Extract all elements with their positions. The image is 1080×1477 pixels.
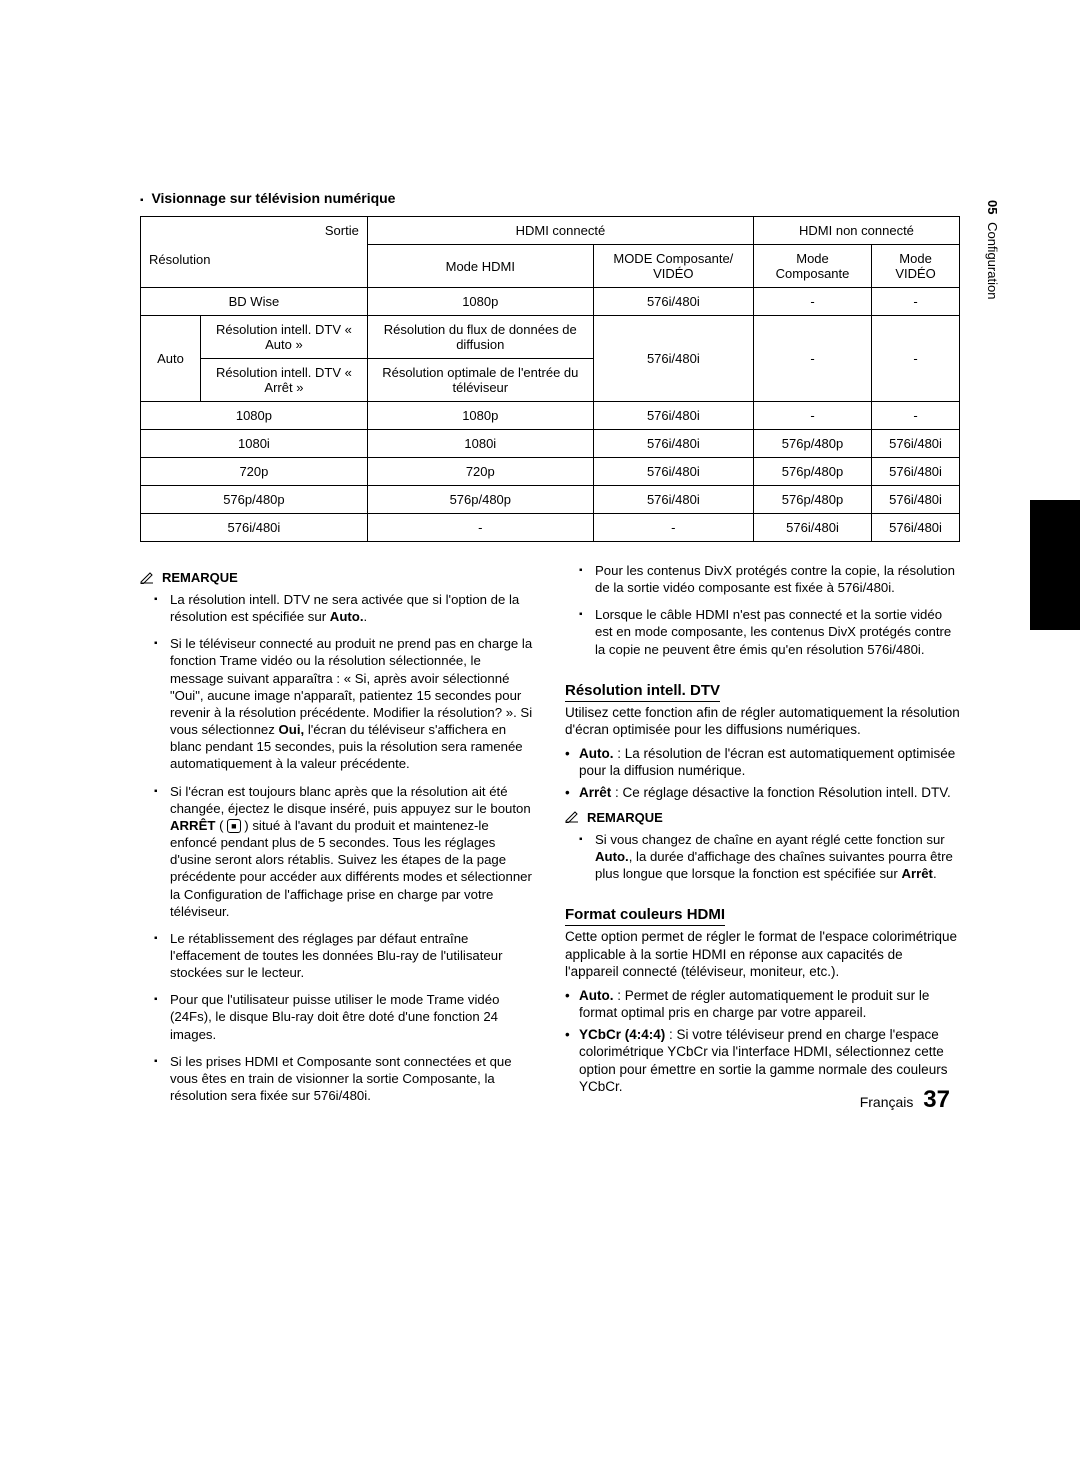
right-top-notes-list: Pour les contenus DivX protégés contre l… [565, 562, 960, 658]
hdmi-intro: Cette option permet de régler le format … [565, 928, 960, 981]
th-hdmi-connected: HDMI connecté [367, 217, 753, 245]
th-mode-comp-video: MODE Composante/ VIDÉO [593, 245, 753, 288]
table-title-text: Visionnage sur télévision numérique [151, 190, 395, 206]
list-item: Lorsque le câble HDMI n'est pas connecté… [595, 606, 960, 657]
th-mode-hdmi: Mode HDMI [367, 245, 593, 288]
th-sortie: Sortie Résolution [141, 217, 368, 288]
dtv-options: Auto. : La résolution de l'écran est aut… [565, 745, 960, 802]
chapter-title: Configuration [985, 222, 1000, 299]
table-row: 720p 720p 576i/480i 576p/480p 576i/480i [141, 458, 960, 486]
dtv-note-list: Si vous changez de chaîne en ayant réglé… [565, 831, 960, 882]
table-row: 576p/480p 576p/480p 576i/480i 576p/480p … [141, 486, 960, 514]
table-row: 1080i 1080i 576i/480i 576p/480p 576i/480… [141, 430, 960, 458]
page: 05 Configuration ▪ Visionnage sur télévi… [0, 0, 1080, 1164]
page-number: 37 [923, 1086, 950, 1113]
list-item: Pour les contenus DivX protégés contre l… [595, 562, 960, 596]
stop-icon: ■ [227, 819, 240, 833]
list-item: Arrêt : Ce réglage désactive la fonction… [579, 784, 960, 802]
th-mode-comp: Mode Composante [753, 245, 871, 288]
list-item: Si vous changez de chaîne en ayant réglé… [595, 831, 960, 882]
table-title: ▪ Visionnage sur télévision numérique [140, 190, 960, 206]
remarque-heading: REMARQUE [565, 810, 960, 825]
th-hdmi-not-connected: HDMI non connecté [753, 217, 959, 245]
list-item: Si le téléviseur connecté au produit ne … [170, 635, 535, 772]
th-mode-video: Mode VIDÉO [872, 245, 960, 288]
chapter-tab: 05 Configuration [985, 200, 1000, 299]
bullet-icon: ▪ [140, 195, 144, 206]
list-item: Pour que l'utilisateur puisse utiliser l… [170, 991, 535, 1042]
chapter-number: 05 [985, 200, 1000, 214]
two-column-body: REMARQUE La résolution intell. DTV ne se… [140, 562, 960, 1114]
list-item: Si l'écran est toujours blanc après que … [170, 783, 535, 920]
list-item: Le rétablissement des réglages par défau… [170, 930, 535, 981]
dtv-intro: Utilisez cette fonction afin de régler a… [565, 704, 960, 739]
remarque-label-text: REMARQUE [162, 570, 238, 585]
list-item: Auto. : La résolution de l'écran est aut… [579, 745, 960, 780]
resolution-table: Sortie Résolution HDMI connecté HDMI non… [140, 216, 960, 542]
list-item: Si les prises HDMI et Composante sont co… [170, 1053, 535, 1104]
table-row: BD Wise 1080p 576i/480i - - [141, 288, 960, 316]
right-column: Pour les contenus DivX protégés contre l… [565, 562, 960, 1114]
remarque-label-text: REMARQUE [587, 810, 663, 825]
list-item: La résolution intell. DTV ne sera activé… [170, 591, 535, 625]
footer-lang: Français [860, 1094, 914, 1110]
thumb-tab [1030, 500, 1080, 630]
table-row: Auto Résolution intell. DTV « Auto » Rés… [141, 316, 960, 359]
section-title-dtv: Résolution intell. DTV [565, 682, 720, 702]
hdmi-options: Auto. : Permet de régler automatiquement… [565, 987, 960, 1096]
left-column: REMARQUE La résolution intell. DTV ne se… [140, 562, 535, 1114]
table-row: 576i/480i - - 576i/480i 576i/480i [141, 514, 960, 542]
table-row: 1080p 1080p 576i/480i - - [141, 402, 960, 430]
note-icon [565, 811, 581, 823]
remarque-heading: REMARQUE [140, 570, 535, 585]
section-title-hdmi: Format couleurs HDMI [565, 906, 725, 926]
left-notes-list: La résolution intell. DTV ne sera activé… [140, 591, 535, 1104]
note-icon [140, 572, 156, 584]
list-item: Auto. : Permet de régler automatiquement… [579, 987, 960, 1022]
page-footer: Français 37 [860, 1086, 950, 1114]
